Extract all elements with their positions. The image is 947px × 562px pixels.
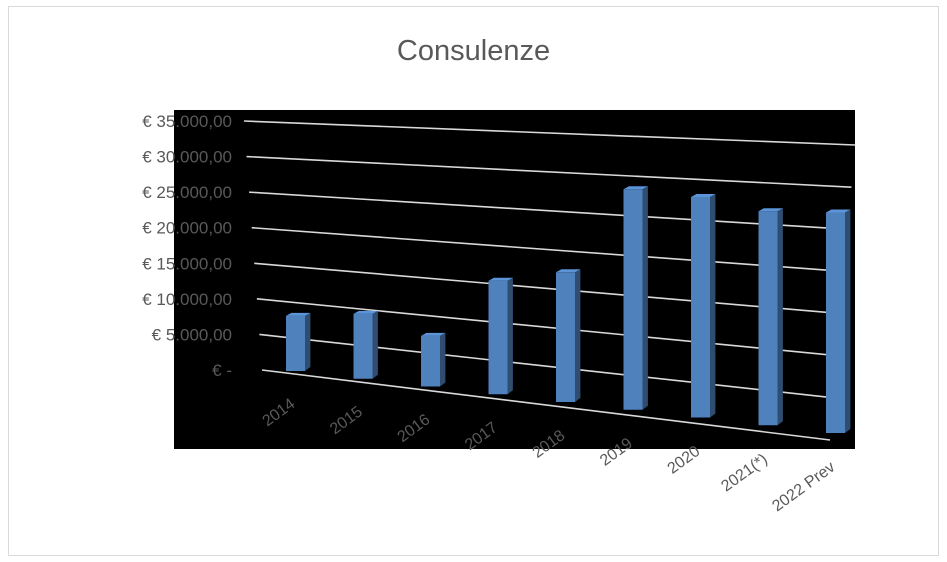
- bar-front: [421, 335, 440, 387]
- bar-front: [758, 211, 778, 426]
- bar-front: [691, 196, 710, 418]
- bar-2021(*): [758, 208, 783, 426]
- chart-title: Consulenze: [396, 35, 551, 67]
- bar-front: [556, 272, 575, 402]
- y-tick-label: € -: [212, 361, 232, 380]
- bar-side: [507, 277, 513, 395]
- bar-2014: [286, 312, 311, 371]
- plot-background: [174, 110, 855, 449]
- y-tick-label: € 10.000,00: [142, 290, 232, 309]
- gridline: [256, 298, 838, 357]
- bar-2022 Prev: [826, 209, 851, 433]
- y-tick-label: € 30.000,00: [142, 148, 232, 167]
- bar-front: [826, 212, 845, 433]
- gridline: [243, 120, 856, 146]
- bar-top: [286, 312, 311, 316]
- bar-top: [826, 209, 851, 213]
- bar-top: [556, 269, 581, 273]
- bar-top: [488, 277, 513, 281]
- bar-top: [353, 310, 378, 314]
- bar-top: [691, 193, 716, 197]
- bar-side: [845, 209, 851, 433]
- bar-2018: [556, 269, 581, 402]
- bar-side: [305, 312, 311, 371]
- bar-side: [710, 193, 716, 418]
- bar-2017: [488, 277, 513, 395]
- bar-front: [488, 280, 508, 395]
- bar-side: [642, 186, 648, 410]
- bar-side: [777, 208, 783, 426]
- x-tick-label: 2021(*): [718, 451, 770, 496]
- y-tick-label: € 5.000,00: [152, 325, 232, 344]
- y-tick-label: € 15.000,00: [142, 254, 232, 273]
- bar-2019: [623, 186, 648, 410]
- x-tick-label: 2022 Prev: [769, 459, 838, 516]
- gridline: [254, 262, 841, 315]
- bar-top: [421, 332, 446, 336]
- gridline: [246, 155, 852, 188]
- bar-side: [440, 332, 446, 387]
- gridline: [251, 226, 845, 273]
- y-tick-label: € 35.000,00: [142, 112, 232, 131]
- y-tick-label: € 25.000,00: [142, 183, 232, 202]
- bar-front: [353, 313, 373, 379]
- y-tick-label: € 20.000,00: [142, 219, 232, 238]
- bar-front: [286, 315, 305, 371]
- bar-side: [575, 269, 581, 402]
- bar-top: [758, 208, 783, 212]
- bar-front: [623, 189, 643, 410]
- gridline: [261, 369, 831, 441]
- bar-2020: [691, 193, 716, 418]
- gridline: [249, 191, 848, 231]
- bar-2016: [421, 332, 446, 387]
- bar-top: [623, 186, 648, 190]
- bar-2015: [353, 310, 378, 379]
- bar-side: [372, 310, 378, 379]
